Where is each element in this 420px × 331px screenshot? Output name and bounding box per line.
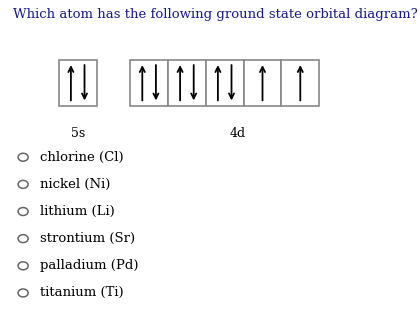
Text: lithium (Li): lithium (Li)	[40, 205, 115, 218]
Text: Which atom has the following ground state orbital diagram?: Which atom has the following ground stat…	[13, 8, 417, 21]
Text: palladium (Pd): palladium (Pd)	[40, 259, 139, 272]
Bar	[206, 60, 244, 106]
Bar	[281, 60, 319, 106]
Text: nickel (Ni): nickel (Ni)	[40, 178, 110, 191]
Bar	[130, 60, 168, 106]
Bar	[59, 60, 97, 106]
Text: titanium (Ti): titanium (Ti)	[40, 286, 123, 300]
Text: strontium (Sr): strontium (Sr)	[40, 232, 135, 245]
Text: 4d: 4d	[229, 127, 245, 140]
Text: 5s: 5s	[71, 127, 85, 140]
Bar	[244, 60, 281, 106]
Bar	[168, 60, 206, 106]
Text: chlorine (Cl): chlorine (Cl)	[40, 151, 123, 164]
